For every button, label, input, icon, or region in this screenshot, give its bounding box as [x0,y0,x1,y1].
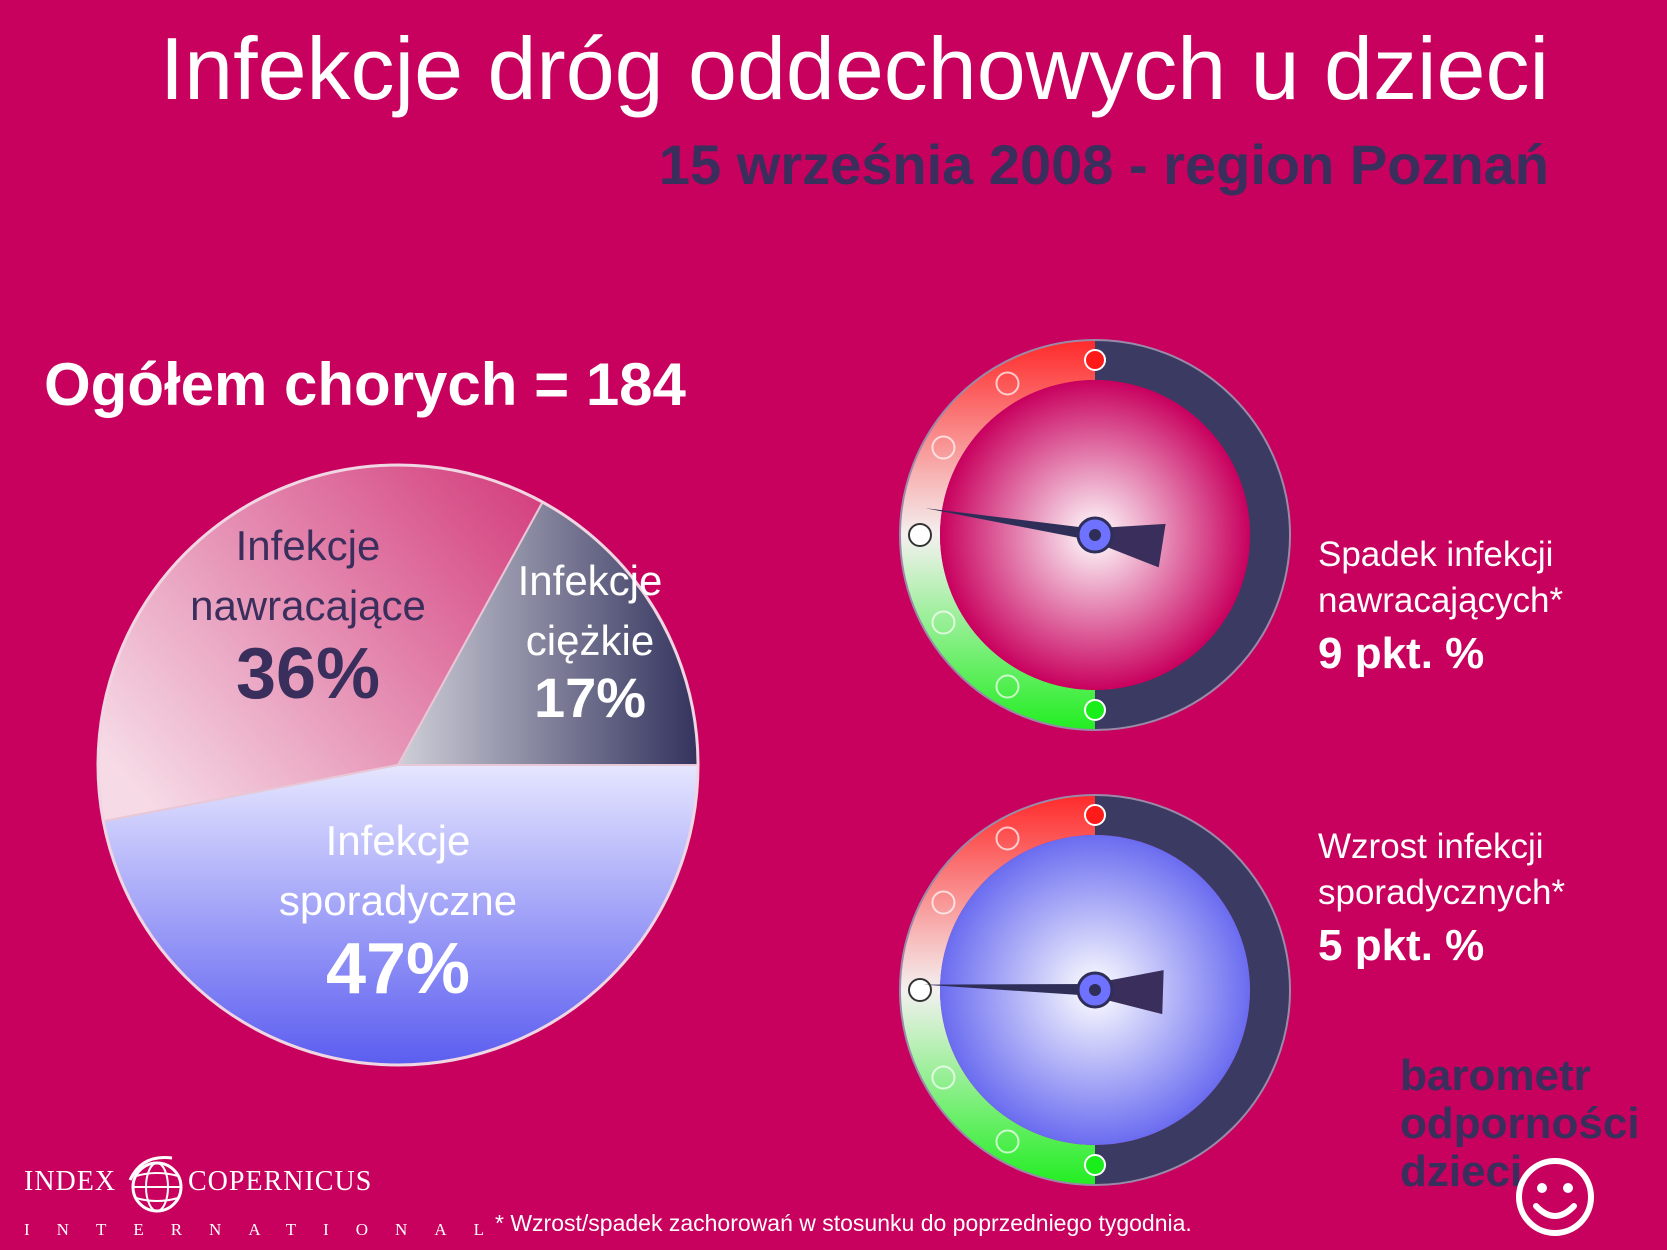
gauge-needle [923,984,1096,996]
barometr-line-3: dzieci [1400,1147,1523,1196]
gauge-rim [899,339,1291,731]
logo-word-international: INTERNATIONAL [24,1220,511,1239]
pie-slice-nawracajace-name-line1: Infekcje [236,522,381,569]
gauge-tick-dot [995,1129,1020,1154]
gauge-needle [925,508,1096,541]
gauge-sporadic-text: Wzrost infekcji sporadycznych* 5 pkt. % [1318,824,1565,976]
gauge-recurrent-line1: Spadek infekcji [1318,535,1554,574]
gauge-recurrent-text: Spadek infekcji nawracających* 9 pkt. % [1318,532,1563,684]
logo-word-index: INDEX [24,1166,117,1197]
gauge-tick-dot [931,610,956,635]
pie-outline [96,463,700,1067]
gauge-recurrent [899,339,1291,731]
pie-slice-nawracajace-percent-label: 36% [236,634,380,714]
gauge-tick-dot [1084,699,1106,721]
gauge-tick-dot [995,826,1020,851]
page-subtitle: 15 września 2008 - region Poznań [658,133,1549,196]
smiley-icon [1516,1158,1594,1236]
gauge-tick-dot [931,1065,956,1090]
gauge-sporadic [899,794,1291,1186]
index-copernicus-logo: INDEX COPERNICUS INTERNATIONAL [20,1150,484,1250]
pie-slice-nawracajace-name-line2: nawracające [190,582,426,629]
pie-slice-ciezkie-name-line2: ciężkie [526,617,654,664]
total-patients-label: Ogółem chorych = 184 [44,351,686,418]
pie-slice-ciezkie-percent-label: 17% [534,666,646,729]
logo-word-copernicus: COPERNICUS [188,1166,373,1197]
barometr-line-1: barometr [1400,1051,1591,1100]
gauge-needle-tail [1094,970,1164,1015]
footnote: * Wzrost/spadek zachorowań w stosunku do… [495,1210,1192,1236]
pie-slice-sporadyczne-name-line1: Infekcje [326,817,471,864]
globe-icon [128,1155,183,1213]
barometr-logo: barometr odporności dzieci [1400,1052,1660,1242]
gauge-recurrent-value: 9 pkt. % [1318,629,1485,678]
pie-slice-sporadyczne-percent-label: 47% [326,929,470,1009]
gauge-hub-center [1089,984,1101,996]
page-title: Infekcje dróg oddechowych u dzieci [159,19,1549,118]
gauge-sporadic-value: 5 pkt. % [1318,921,1485,970]
gauge-tick-dot [908,523,932,547]
gauge-tick-dot [908,978,932,1002]
gauge-tick-dot [931,890,956,915]
pie-slice-sporadyczne-name-line2: sporadyczne [279,877,517,924]
gauge-rim [899,794,1291,1186]
gauge-hub-center [1089,529,1101,541]
pie-slice-ciezkie-name-line1: Infekcje [518,557,663,604]
gauge-dark-half [1095,340,1290,730]
gauge-tick-dot [1084,804,1106,826]
barometr-line-2: odporności [1400,1099,1640,1148]
gauge-tick-dot [1084,349,1106,371]
gauge-recurrent-line2: nawracających* [1318,581,1564,620]
gauge-tick-dot [995,674,1020,699]
gauge-sporadic-line1: Wzrost infekcji [1318,827,1544,866]
gauge-tick-dot [1084,1154,1106,1176]
gauge-sporadic-line2: sporadycznych* [1318,873,1566,912]
gauge-dark-half [1095,795,1290,1185]
gauge-tick-dot [995,371,1020,396]
gauge-tick-dot [931,435,956,460]
